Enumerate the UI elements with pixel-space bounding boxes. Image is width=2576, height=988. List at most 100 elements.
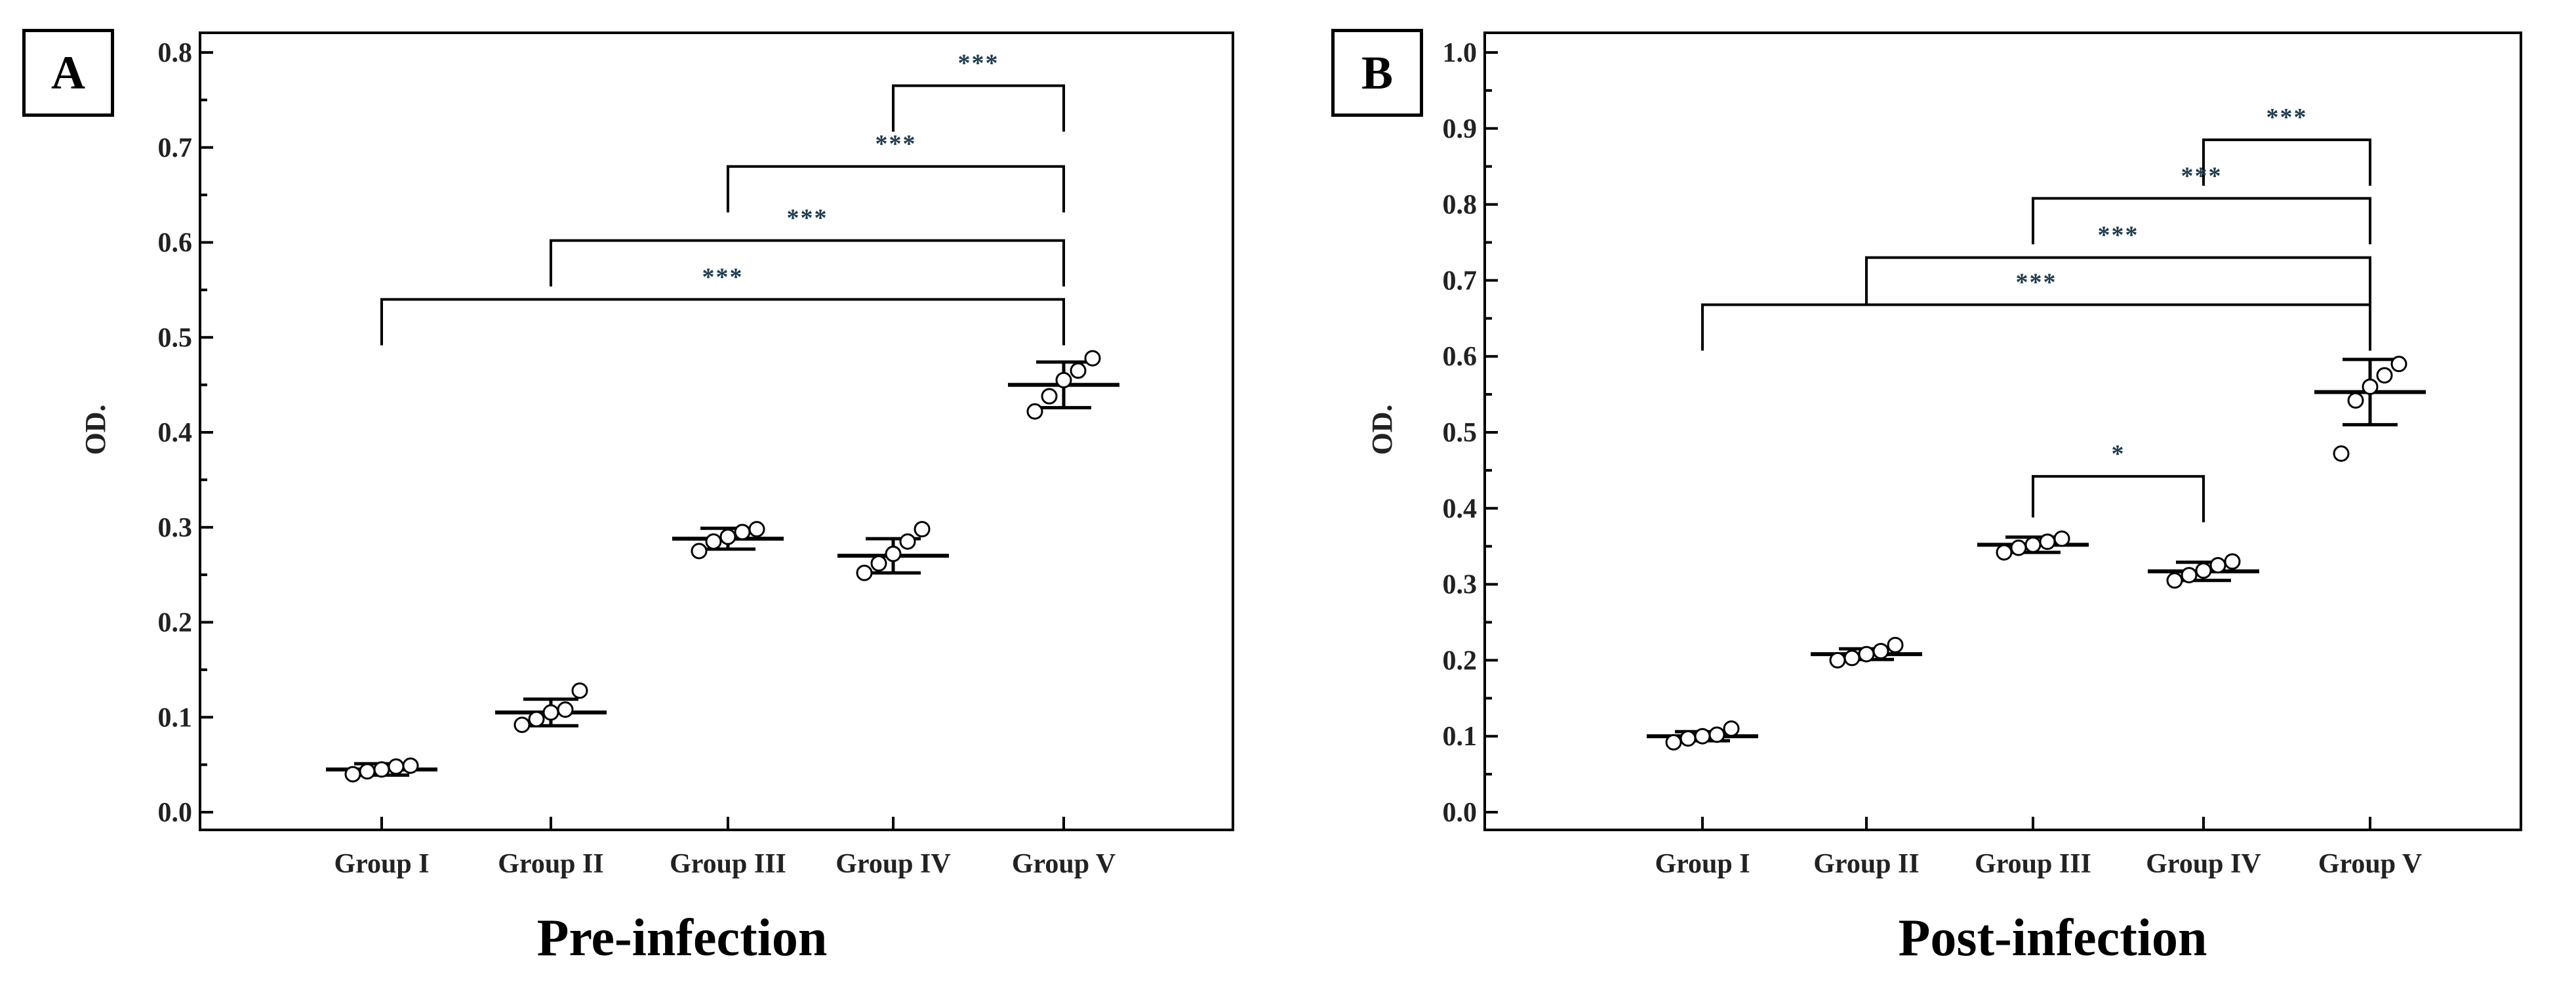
significance-bracket (1865, 256, 2371, 304)
data-point (2053, 530, 2070, 547)
y-tick-label: 0.5 (1443, 418, 1478, 448)
y-tick-label: 0.8 (1443, 190, 1478, 220)
data-point (2166, 572, 2183, 589)
x-category-label: Group I (334, 849, 429, 879)
data-point (870, 555, 887, 572)
data-point (2195, 562, 2212, 579)
data-point (885, 545, 902, 562)
chart-title-a: Pre-infection (536, 909, 828, 967)
data-point (557, 701, 574, 718)
data-point (1665, 733, 1682, 751)
data-point (513, 716, 531, 733)
data-point (388, 758, 405, 775)
y-tick-label: 0.0 (1443, 798, 1478, 828)
data-point (1026, 403, 1043, 420)
data-point (914, 521, 931, 538)
data-point (1843, 649, 1861, 667)
data-point (2039, 533, 2056, 550)
plot-frame (199, 31, 1234, 831)
data-point (571, 682, 588, 699)
data-point (1708, 726, 1725, 743)
data-point (542, 704, 559, 721)
y-tick-label: 0.6 (1443, 342, 1478, 372)
data-point (2376, 367, 2393, 384)
data-point (856, 564, 873, 581)
data-point (1887, 636, 1904, 653)
data-point (2209, 557, 2226, 574)
data-point (2010, 539, 2027, 556)
data-point (2181, 567, 2198, 584)
data-point (359, 763, 376, 780)
significance-bracket (550, 239, 1065, 287)
y-tick-label: 0.0 (158, 798, 193, 828)
significance-label: *** (958, 50, 999, 77)
data-point (1996, 544, 2013, 561)
data-point (734, 524, 751, 541)
data-point (899, 533, 916, 550)
x-category-label: Group III (1975, 849, 2091, 879)
data-point (2362, 379, 2379, 396)
data-point (1858, 646, 1875, 663)
significance-label: *** (875, 131, 917, 158)
data-point (2390, 356, 2407, 373)
data-point (691, 543, 708, 560)
significance-bracket (380, 298, 1065, 346)
plot-frame (1483, 31, 2522, 831)
y-tick-label: 0.4 (158, 418, 193, 448)
y-tick-label: 0.7 (1443, 266, 1478, 296)
data-point (344, 766, 361, 783)
data-point (748, 521, 765, 538)
y-tick-label: 0.2 (158, 608, 193, 638)
significance-bracket (2032, 197, 2371, 245)
significance-label: * (2112, 440, 2125, 468)
y-tick-label: 0.4 (1443, 494, 1478, 524)
y-tick-label: 0.9 (1443, 114, 1478, 144)
y-tick-label: 0.3 (158, 513, 193, 543)
y-tick-label: 0.7 (158, 133, 193, 163)
x-category-label: Group V (2318, 849, 2422, 879)
data-point (1055, 371, 1072, 388)
y-axis-label: OD. (1366, 405, 1398, 455)
significance-label: *** (702, 263, 744, 291)
panel-letter-b: B (1331, 29, 1423, 117)
data-point (528, 710, 545, 728)
data-point (1680, 730, 1697, 747)
y-tick-label: 0.1 (1443, 722, 1478, 752)
significance-bracket (892, 84, 1065, 132)
data-point (2347, 392, 2364, 409)
y-tick-label: 0.6 (158, 228, 193, 258)
significance-bracket (727, 165, 1065, 213)
significance-label: *** (2098, 222, 2139, 249)
data-point (1829, 651, 1846, 669)
data-point (1872, 643, 1889, 660)
data-point (373, 761, 390, 778)
data-point (1070, 362, 1087, 379)
y-tick-label: 0.3 (1443, 570, 1478, 600)
significance-label: *** (787, 205, 828, 232)
significance-label: *** (2181, 162, 2223, 190)
panel-letter-a: A (22, 29, 114, 117)
x-category-label: Group III (670, 849, 786, 879)
y-tick-label: 1.0 (1443, 38, 1478, 68)
y-tick-label: 0.2 (1443, 646, 1478, 676)
chart-title-b: Post-infection (1898, 909, 2207, 967)
x-category-label: Group I (1655, 849, 1750, 879)
significance-bracket (2202, 138, 2371, 186)
x-category-label: Group II (1813, 849, 1919, 879)
data-point (719, 528, 736, 545)
y-tick-label: 0.1 (158, 703, 193, 733)
data-point (2024, 536, 2042, 553)
y-tick-label: 0.5 (158, 323, 193, 353)
data-point (1694, 728, 1711, 745)
data-point (1041, 388, 1058, 405)
x-category-label: Group V (1012, 849, 1116, 879)
significance-label: *** (2016, 268, 2057, 296)
y-axis-label: OD. (79, 405, 111, 455)
data-point (1723, 720, 1740, 737)
x-category-label: Group IV (2146, 849, 2261, 879)
y-tick-label: 0.8 (158, 38, 193, 68)
data-point (705, 533, 722, 550)
data-point (1084, 350, 1101, 367)
data-point (402, 757, 419, 774)
x-category-label: Group IV (835, 849, 950, 879)
